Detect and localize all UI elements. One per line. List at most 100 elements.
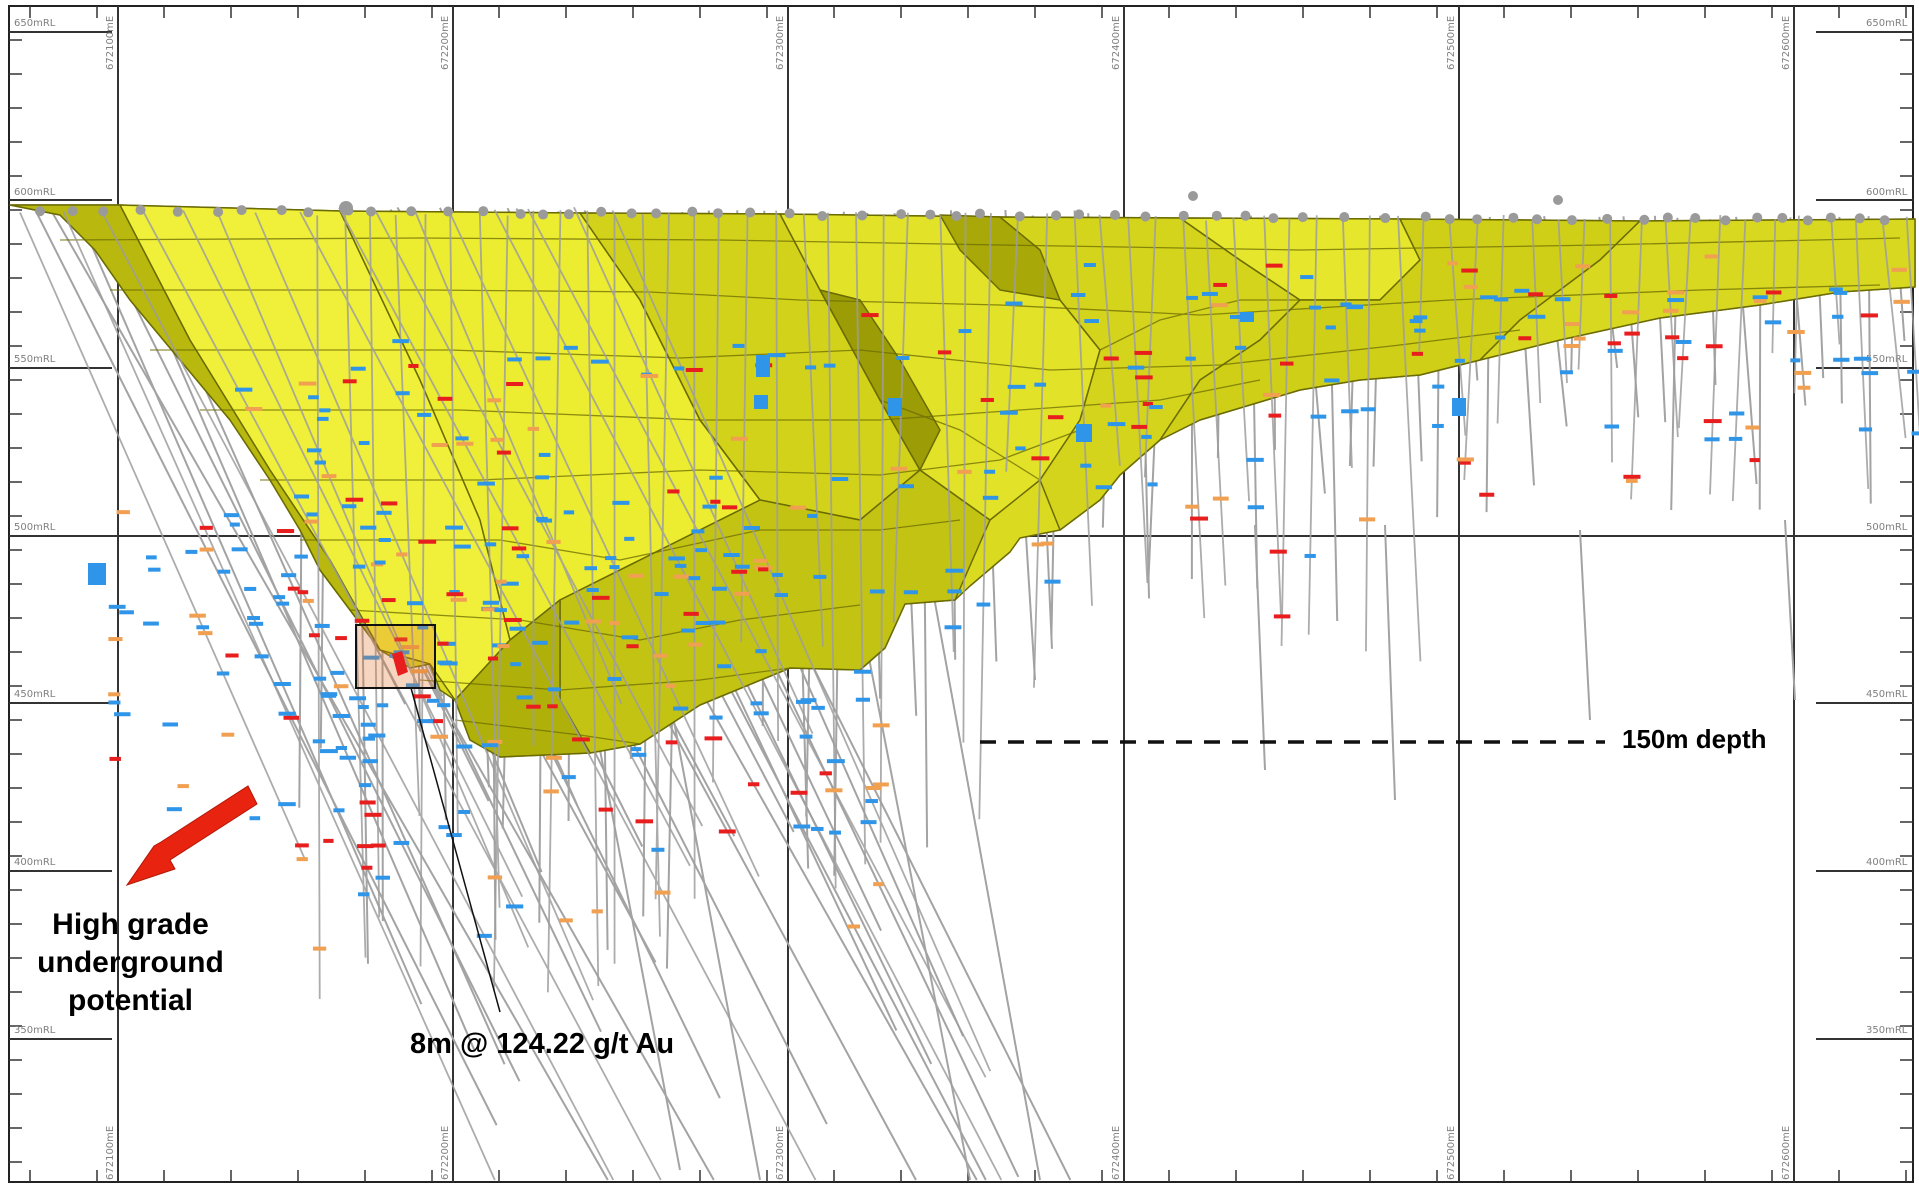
drillhole-trace (849, 559, 971, 1181)
drillhole-collar (213, 207, 224, 218)
assay-interval (1861, 371, 1879, 376)
drillhole-trace (19, 212, 306, 860)
drillhole-trace (1143, 216, 1157, 478)
rl-label-400-right: 400mRL (1866, 857, 1908, 868)
assay-interval (1103, 356, 1119, 361)
rl-label-450: 450mRL (14, 689, 56, 700)
assay-block (1240, 312, 1254, 322)
assay-interval (294, 554, 308, 559)
assay-interval (621, 635, 639, 640)
assay-interval (546, 539, 561, 544)
assay-interval (825, 788, 843, 793)
assay-interval (1034, 382, 1047, 387)
drillhole-collar (443, 206, 454, 217)
assay-interval (653, 653, 668, 658)
drillhole-trace (939, 215, 955, 653)
drillhole-collar (1188, 191, 1198, 201)
assay-interval (626, 644, 639, 649)
drillhole-collar (1297, 212, 1308, 223)
drillhole-trace (344, 210, 367, 958)
assay-interval (774, 593, 789, 598)
assay-interval (685, 367, 703, 372)
assay-interval (494, 608, 507, 613)
assay-interval (734, 564, 750, 569)
assay-interval (376, 703, 389, 708)
assay-interval (335, 746, 348, 751)
assay-interval (450, 597, 467, 602)
assay-interval (321, 474, 337, 479)
assay-interval (608, 621, 621, 626)
assay-interval (354, 618, 370, 623)
assay-interval (1480, 295, 1498, 300)
assay-interval (319, 408, 331, 413)
assay-interval (1147, 482, 1158, 487)
assay-interval (591, 359, 609, 364)
rl-label-650: 650mRL (14, 18, 56, 29)
assay-interval (497, 644, 510, 649)
assay-interval (249, 816, 261, 821)
assay-interval (1704, 254, 1718, 259)
rl-label-600: 600mRL (14, 187, 56, 198)
assay-interval (1213, 282, 1227, 287)
assay-interval (308, 395, 319, 400)
assay-block (756, 355, 770, 377)
assay-interval (673, 574, 690, 579)
assay-interval (860, 820, 877, 825)
assay-interval (1346, 305, 1363, 310)
assay-interval (572, 737, 590, 742)
assay-interval (999, 410, 1018, 415)
assay-interval (189, 613, 206, 618)
assay-interval (1745, 425, 1760, 430)
assay-interval (413, 694, 431, 699)
assay-interval (297, 590, 309, 595)
assay-interval (896, 355, 910, 360)
assay-interval (651, 847, 665, 852)
assay-interval (1514, 288, 1530, 293)
assay-interval (758, 567, 769, 572)
grid-lines (9, 6, 1913, 1182)
drillhole-collar (1110, 210, 1121, 221)
drillhole-trace (1664, 220, 1679, 438)
drillhole-collars (35, 191, 1890, 226)
drillholes-foreground (19, 206, 1919, 1181)
assay-interval (799, 734, 813, 739)
easting-labels: 672100mE 672100mE 672200mE 672200mE 6723… (105, 16, 1792, 1180)
drillhole-trace (1496, 214, 1505, 424)
assay-interval (276, 601, 290, 606)
drillhole-collar (1240, 210, 1251, 221)
assay-interval (861, 313, 879, 318)
assay-interval (890, 466, 908, 471)
assay-interval (417, 625, 429, 630)
drillhole-collar (687, 206, 698, 217)
assay-interval (166, 807, 182, 812)
easting-label-bottom-5: 672500mE (1446, 1126, 1457, 1180)
assay-interval (527, 426, 540, 431)
assay-interval (1135, 375, 1153, 380)
assay-interval (1186, 295, 1199, 300)
assay-interval (752, 558, 768, 563)
assay-interval (1494, 335, 1506, 340)
assay-interval (1340, 302, 1352, 307)
assay-interval (453, 544, 471, 549)
assay-interval (750, 701, 763, 706)
drillhole-collar (98, 206, 109, 217)
assay-interval (352, 564, 366, 569)
drillhole-collar (951, 211, 962, 222)
assay-interval (1341, 409, 1359, 414)
assay-interval (665, 683, 676, 688)
assay-interval (177, 784, 189, 789)
assay-interval (148, 567, 161, 572)
assay-interval (437, 396, 453, 401)
assay-interval (591, 595, 610, 600)
assay-interval (1134, 350, 1153, 355)
assay-interval (330, 670, 345, 675)
drillhole-collar (339, 201, 353, 215)
rl-label-600-right: 600mRL (1866, 187, 1908, 198)
drillhole-collar (626, 208, 637, 219)
assay-interval (1411, 351, 1424, 356)
assay-interval (1833, 290, 1848, 295)
frame-ticks (9, 6, 1913, 1182)
assay-interval (1625, 478, 1638, 483)
assay-interval (319, 749, 338, 754)
